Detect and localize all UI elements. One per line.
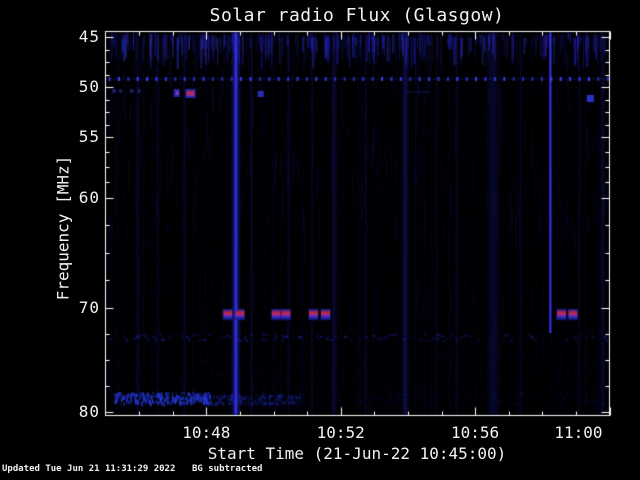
page-title: Solar radio Flux (Glasgow) — [209, 5, 505, 26]
updated-timestamp: Updated Tue Jun 21 11:31:29 2022 — [2, 464, 176, 474]
y-tick-label: 55 — [78, 127, 100, 147]
x-tick-label: 10:56 — [451, 423, 500, 442]
x-tick-label: 10:48 — [182, 423, 231, 442]
y-tick-label: 80 — [78, 401, 100, 421]
y-tick-label: 45 — [78, 27, 100, 47]
x-tick-label: 11:00 — [554, 423, 603, 442]
y-axis-label: Frequency [MHz] — [53, 155, 73, 301]
x-axis-label: Start Time (21-Jun-22 10:45:00) — [207, 444, 507, 463]
y-tick-label: 50 — [78, 76, 100, 96]
y-tick-label: 60 — [78, 187, 100, 207]
y-tick-label: 70 — [78, 297, 100, 317]
x-tick-label: 10:52 — [316, 423, 365, 442]
bg-subtracted-note: BG subtracted — [192, 464, 263, 474]
